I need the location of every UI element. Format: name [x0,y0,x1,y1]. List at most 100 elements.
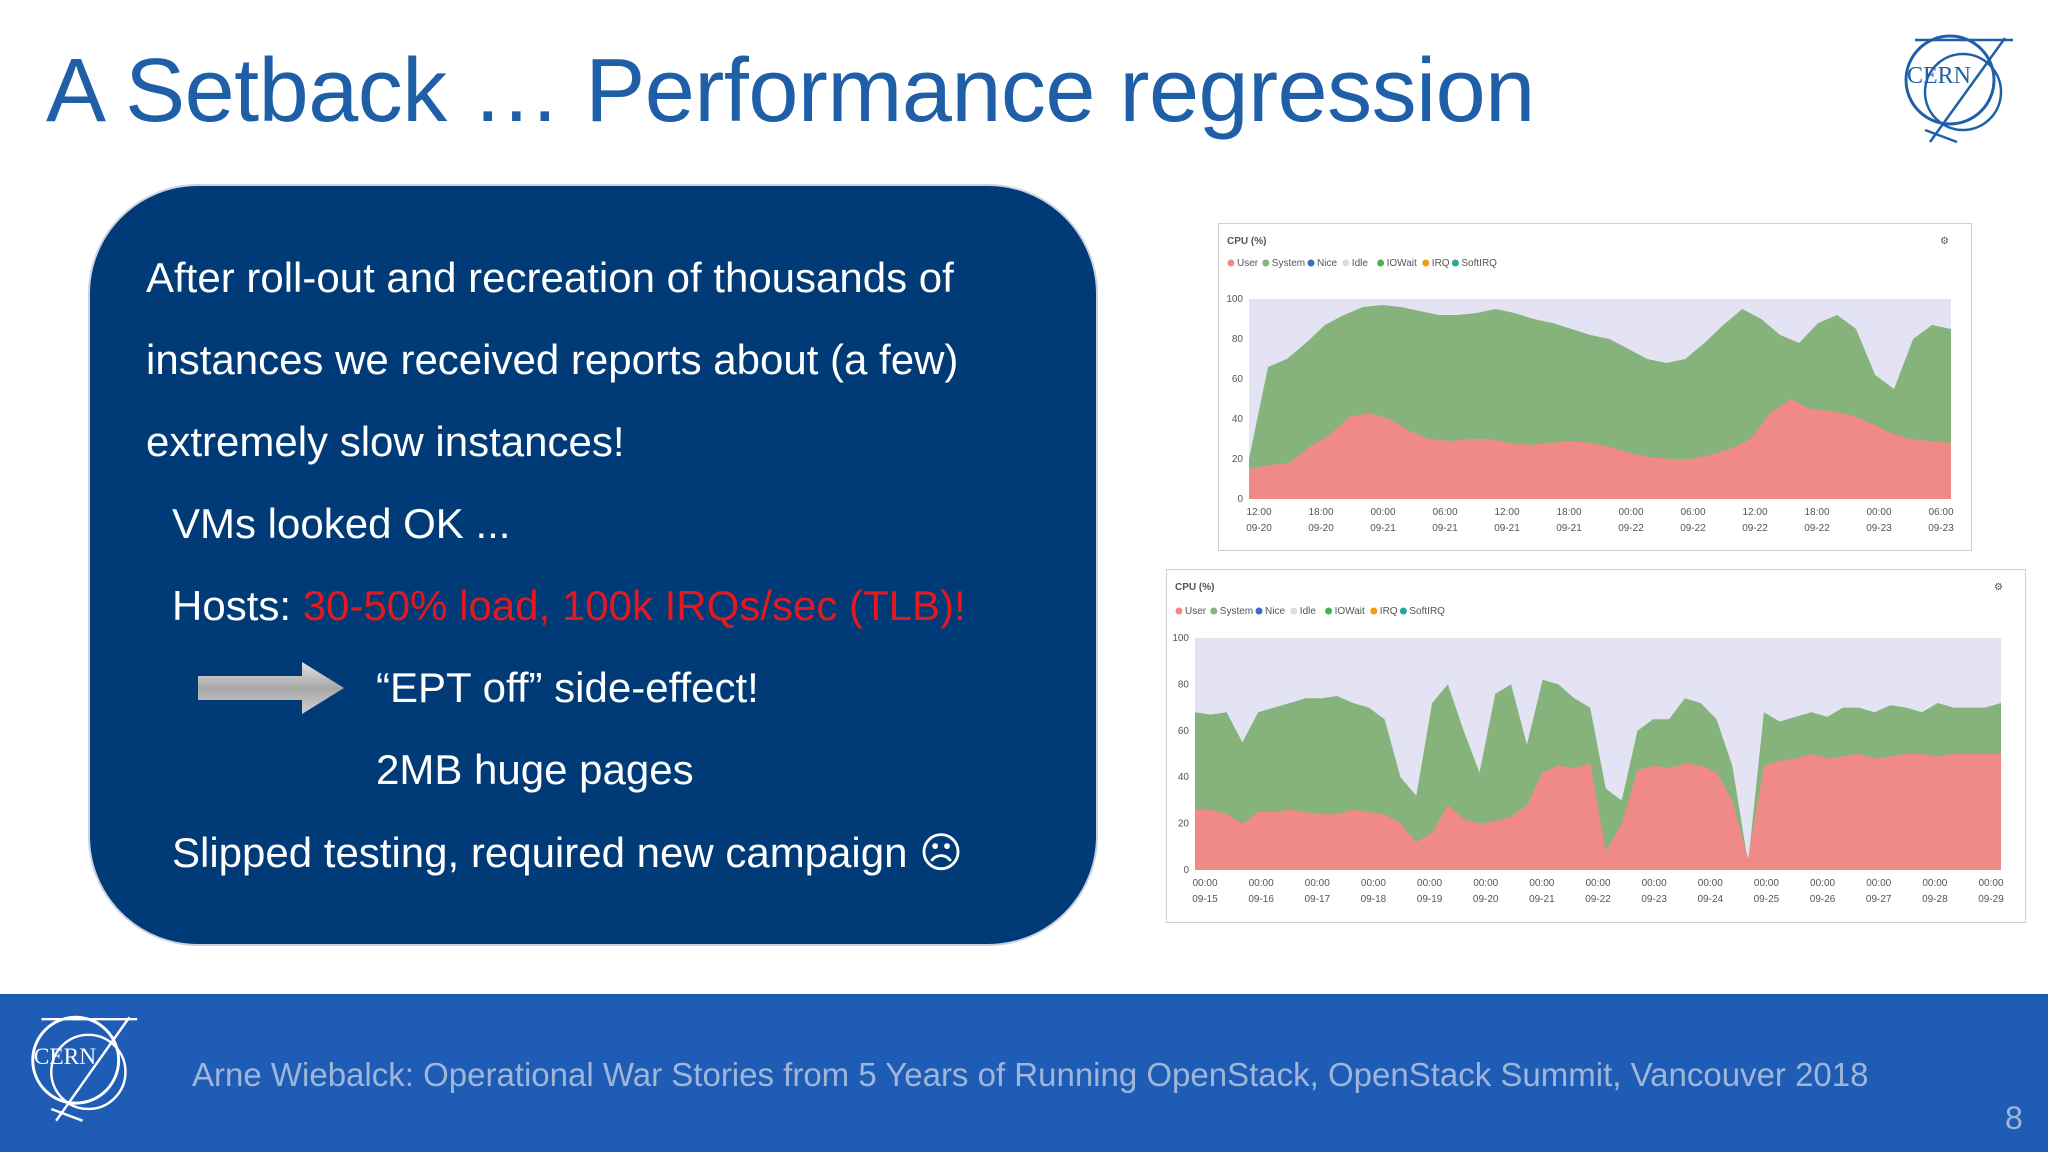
x-tick-time: 00:00 [1754,878,1779,889]
x-tick-time: 00:00 [1642,878,1667,889]
x-tick-time: 00:00 [1866,507,1891,518]
y-tick-label: 40 [1178,772,1190,783]
text-line-2: instances we received reports about (a f… [146,336,959,383]
x-tick-date: 09-22 [1680,523,1706,534]
legend-swatch [1399,607,1407,615]
x-tick-date: 09-22 [1804,523,1830,534]
x-tick-date: 09-21 [1556,523,1582,534]
x-tick-date: 09-25 [1754,894,1780,905]
x-tick-time: 12:00 [1494,507,1519,518]
x-tick-time: 00:00 [1305,878,1330,889]
y-tick-label: 60 [1178,726,1190,737]
text-line-hosts: Hosts: 30-50% load, 100k IRQs/sec (TLB)! [172,582,966,630]
x-tick-date: 09-20 [1308,523,1334,534]
x-tick-time: 18:00 [1804,507,1829,518]
x-tick-time: 06:00 [1928,507,1953,518]
x-tick-time: 12:00 [1246,507,1271,518]
x-tick-date: 09-20 [1246,523,1272,534]
x-tick-date: 09-22 [1742,523,1768,534]
legend-swatch [1227,259,1235,267]
legend-swatch [1342,259,1350,267]
x-tick-time: 00:00 [1585,878,1610,889]
x-tick-time: 00:00 [1978,878,2003,889]
y-tick-label: 0 [1183,865,1189,876]
x-tick-time: 06:00 [1432,507,1457,518]
legend-label: System [1220,606,1253,617]
footer-citation: Arne Wiebalck: Operational War Stories f… [192,1056,1869,1093]
x-tick-time: 06:00 [1680,507,1705,518]
chart-menu-icon: ⚙ [1994,582,2003,593]
x-tick-time: 00:00 [1417,878,1442,889]
hosts-label: Hosts: [172,582,303,629]
x-tick-time: 12:00 [1742,507,1767,518]
x-tick-time: 00:00 [1866,878,1891,889]
chart-menu-icon: ⚙ [1940,236,1949,247]
legend-label: Nice [1317,258,1337,269]
cpu-chart-2: CPU (%) ⚙ User System Nice Idle IOWait IRQ SoftI… [1172,582,2004,905]
x-tick-date: 09-16 [1248,894,1274,905]
text-line-testing: Slipped testing, required new campaign ☹ [172,829,963,876]
x-tick-date: 09-23 [1641,894,1667,905]
legend-label: System [1272,258,1305,269]
legend-swatch [1210,607,1218,615]
y-tick-label: 100 [1172,633,1189,644]
series-user-area [1249,399,1951,499]
y-tick-label: 80 [1232,334,1244,345]
x-tick-time: 18:00 [1308,507,1333,518]
x-tick-date: 09-21 [1494,523,1520,534]
x-tick-time: 00:00 [1529,878,1554,889]
page-number: 8 [2005,1100,2023,1136]
legend-label: IRQ [1380,606,1398,617]
legend-label: Idle [1352,258,1369,269]
x-tick-time: 18:00 [1556,507,1581,518]
legend-swatch [1451,259,1459,267]
x-tick-date: 09-29 [1978,894,2004,905]
x-tick-date: 09-23 [1928,523,1954,534]
series-user-area [1195,754,2001,870]
legend-label: IRQ [1432,258,1450,269]
y-tick-label: 60 [1232,374,1244,385]
legend-label: User [1185,606,1207,617]
x-tick-date: 09-18 [1361,894,1387,905]
y-tick-label: 40 [1232,414,1244,425]
x-tick-date: 09-22 [1585,894,1611,905]
x-tick-date: 09-15 [1192,894,1218,905]
x-tick-time: 00:00 [1810,878,1835,889]
y-tick-label: 0 [1237,494,1243,505]
cern-footer-logo-text: CERN [34,1044,97,1070]
text-line-ept: “EPT off” side-effect! [376,664,759,711]
cpu-chart-1: CPU (%) ⚙ User System Nice Idle IOWait IRQ SoftI… [1226,236,1954,534]
cern-logo-text: CERN [1907,63,1971,89]
legend-swatch [1370,607,1378,615]
chart-panel-title: CPU (%) [1227,236,1266,247]
text-line-vms: VMs looked OK ... [172,500,511,547]
x-tick-date: 09-28 [1922,894,1948,905]
x-tick-date: 09-21 [1529,894,1555,905]
text-line-1: After roll-out and recreation of thousan… [146,254,954,301]
chart-panel-title: CPU (%) [1175,582,1214,593]
x-tick-date: 09-22 [1618,523,1644,534]
legend-swatch [1255,607,1263,615]
text-line-3: extremely slow instances! [146,418,625,465]
y-tick-label: 80 [1178,679,1190,690]
legend-label: IOWait [1387,258,1417,269]
x-tick-date: 09-23 [1866,523,1892,534]
legend-label: Nice [1265,606,1285,617]
x-tick-date: 09-20 [1473,894,1499,905]
legend-swatch [1377,259,1385,267]
cpu-chart-screenshot-1: CPU (%) ⚙ User System Nice Idle IOWait IRQ SoftI… [1218,223,1972,551]
x-tick-date: 09-24 [1697,894,1723,905]
x-tick-time: 00:00 [1192,878,1217,889]
x-tick-date: 09-19 [1417,894,1443,905]
footer-bar: CERN Arne Wiebalck: Operational War Stor… [0,994,2048,1152]
legend-label: IOWait [1335,606,1365,617]
x-tick-time: 00:00 [1249,878,1274,889]
legend-swatch [1175,607,1183,615]
x-tick-time: 00:00 [1922,878,1947,889]
cern-logo: CERN [1904,34,2013,144]
legend-swatch [1307,259,1315,267]
x-tick-date: 09-17 [1304,894,1330,905]
right-arrow-icon [198,662,344,714]
cern-footer-logo: CERN [31,1015,138,1122]
x-tick-time: 00:00 [1473,878,1498,889]
